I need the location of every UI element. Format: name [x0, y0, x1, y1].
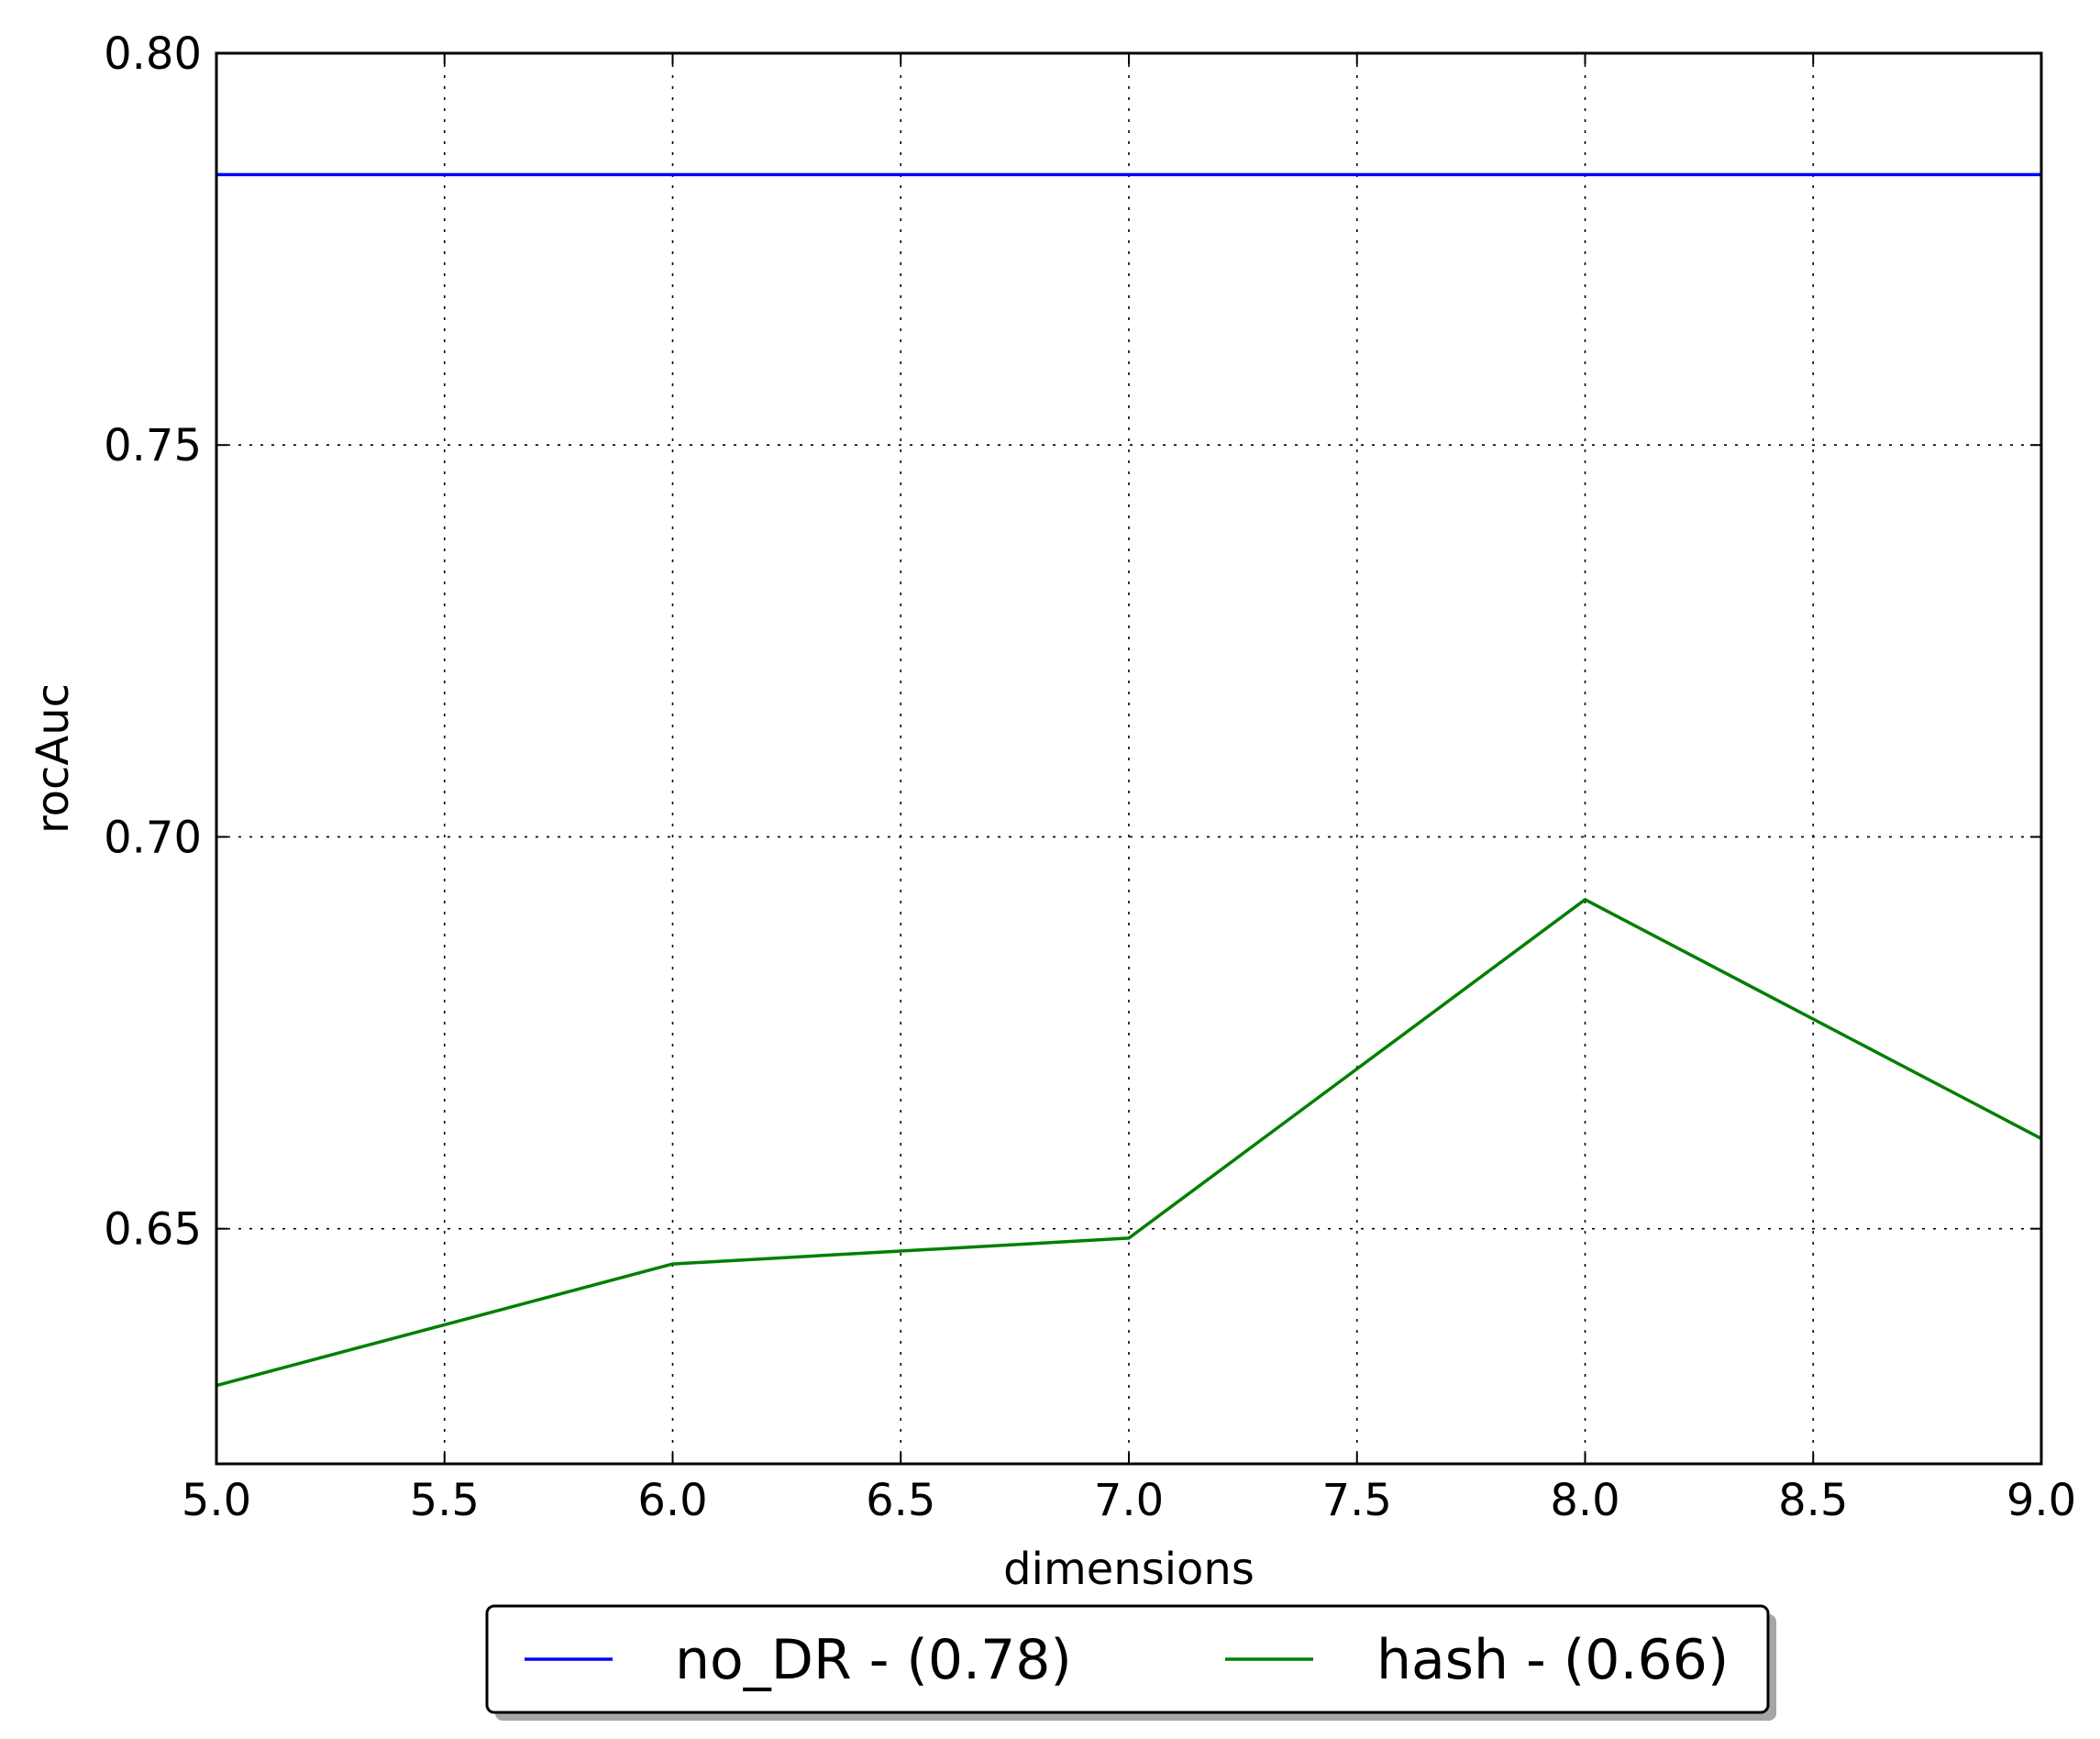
x-tick-label: 9.0	[2006, 1475, 2076, 1526]
axis-ticks: 5.0 5.5 6.0 6.5 7.0 7.5 8.0 8.5 9.0 0.65 0.70 0.75 0…	[104, 28, 2076, 1526]
grid-lines	[216, 52, 2042, 1464]
x-tick-label: 6.5	[866, 1475, 935, 1526]
x-tick-label: 6.0	[637, 1475, 707, 1526]
x-tick-label: 8.5	[1778, 1475, 1848, 1526]
y-tick-label: 0.70	[104, 812, 202, 863]
legend: no_DR - (0.78) hash - (0.66)	[485, 1604, 1776, 1721]
x-axis-label: dimensions	[1003, 1544, 1254, 1595]
series-lines	[216, 172, 2042, 1388]
x-tick-label: 5.5	[410, 1475, 480, 1526]
x-tick-label: 8.0	[1550, 1475, 1619, 1526]
x-tick-label: 7.0	[1094, 1475, 1164, 1526]
legend-label-no-dr: no_DR - (0.78)	[675, 1628, 1072, 1692]
x-tick-label: 7.5	[1322, 1475, 1392, 1526]
x-tick-label: 5.0	[182, 1475, 251, 1526]
legend-label-hash: hash - (0.66)	[1376, 1628, 1729, 1692]
y-tick-label: 0.80	[104, 28, 202, 80]
series-line-1	[216, 898, 2042, 1388]
y-axis-label: rocAuc	[28, 683, 79, 834]
y-tick-label: 0.75	[104, 420, 202, 471]
y-tick-label: 0.65	[104, 1204, 202, 1256]
legend-box	[485, 1604, 1770, 1714]
